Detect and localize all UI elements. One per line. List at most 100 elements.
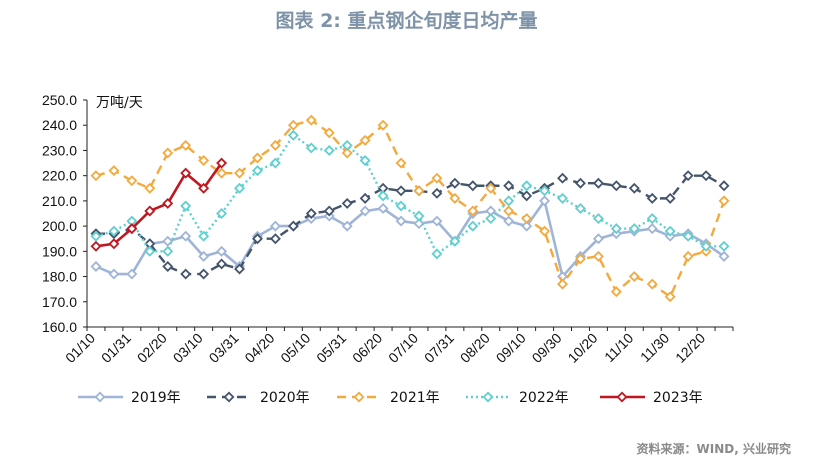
x-tick-label: 04/20 <box>241 330 277 366</box>
data-point-4-1 <box>108 238 120 250</box>
data-point-0-16 <box>377 202 389 214</box>
data-point-2-13 <box>323 127 335 139</box>
data-point-1-24 <box>521 190 533 202</box>
data-point-2-3 <box>144 182 156 194</box>
data-point-3-5 <box>180 200 192 212</box>
data-point-1-26 <box>557 172 569 184</box>
legend-label-4: 2023年 <box>653 390 703 406</box>
data-point-2-35 <box>718 195 730 207</box>
data-point-3-11 <box>287 129 299 141</box>
data-point-0-0 <box>90 260 102 272</box>
data-point-1-30 <box>628 182 640 194</box>
y-tick-label: 230.0 <box>42 142 77 158</box>
legend-marker-2 <box>353 391 365 403</box>
data-point-0-31 <box>646 223 658 235</box>
data-point-0-23 <box>503 215 515 227</box>
data-point-3-35 <box>718 240 730 252</box>
legend-label-3: 2022年 <box>519 390 569 406</box>
x-tick-label: 12/20 <box>672 330 708 366</box>
x-tick-label: 11/30 <box>637 330 673 366</box>
data-point-1-9 <box>251 233 263 245</box>
data-point-0-19 <box>431 215 443 227</box>
data-point-2-6 <box>198 155 210 167</box>
x-tick-label: 11/10 <box>601 330 637 366</box>
data-point-1-34 <box>700 170 712 182</box>
data-point-3-10 <box>269 157 281 169</box>
data-point-3-15 <box>359 155 371 167</box>
data-point-3-9 <box>251 165 263 177</box>
x-tick-label: 05/31 <box>313 330 349 366</box>
data-point-2-12 <box>305 114 317 126</box>
data-point-1-21 <box>467 180 479 192</box>
data-point-3-19 <box>431 248 443 260</box>
y-axis-label: 万吨/天 <box>96 95 143 111</box>
data-point-3-27 <box>574 202 586 214</box>
x-tick-label: 08/20 <box>457 330 493 366</box>
data-point-3-24 <box>521 180 533 192</box>
data-point-1-20 <box>449 177 461 189</box>
x-tick-label: 07/10 <box>385 330 421 366</box>
data-point-3-32 <box>664 225 676 237</box>
x-tick-label: 01/31 <box>98 330 134 366</box>
data-point-2-28 <box>592 250 604 262</box>
data-point-0-2 <box>126 268 138 280</box>
data-point-3-8 <box>234 182 246 194</box>
data-point-2-14 <box>341 147 353 159</box>
data-point-1-35 <box>718 180 730 192</box>
data-point-0-28 <box>592 233 604 245</box>
x-tick-label: 01/10 <box>62 330 98 366</box>
data-point-3-28 <box>592 213 604 225</box>
y-tick-label: 220.0 <box>42 168 77 184</box>
data-point-0-4 <box>162 235 174 247</box>
data-point-1-6 <box>198 268 210 280</box>
legend-marker-3 <box>482 391 494 403</box>
x-tick-label: 06/20 <box>349 330 385 366</box>
legend-label-2: 2021年 <box>390 390 440 406</box>
data-point-1-8 <box>234 263 246 275</box>
x-tick-label: 03/10 <box>170 330 206 366</box>
data-point-3-7 <box>216 208 228 219</box>
data-point-1-17 <box>395 185 407 197</box>
data-point-3-31 <box>646 213 658 225</box>
legend-marker-4 <box>616 391 628 403</box>
data-point-1-5 <box>180 268 192 280</box>
legend-marker-0 <box>94 391 106 403</box>
data-point-2-25 <box>539 225 551 237</box>
data-point-2-1 <box>108 165 120 177</box>
data-point-2-4 <box>162 147 174 159</box>
data-point-2-18 <box>413 185 425 197</box>
chart-title: 图表 2: 重点钢企旬度日均产量 <box>275 10 538 32</box>
data-point-3-34 <box>700 240 712 252</box>
data-point-4-5 <box>180 167 192 179</box>
data-point-1-14 <box>341 197 353 209</box>
data-point-1-13 <box>323 205 335 217</box>
data-point-2-17 <box>395 157 407 169</box>
data-point-2-9 <box>251 152 263 164</box>
data-point-3-20 <box>449 235 461 247</box>
data-point-3-12 <box>305 142 317 154</box>
data-point-4-4 <box>162 197 174 209</box>
data-point-2-29 <box>610 286 622 298</box>
y-tick-label: 170.0 <box>42 294 77 310</box>
data-point-0-24 <box>521 220 533 232</box>
x-tick-label: 10/20 <box>564 330 600 366</box>
data-point-1-10 <box>269 233 281 245</box>
data-point-1-23 <box>503 180 515 192</box>
legend-marker-1 <box>223 391 235 403</box>
data-point-1-12 <box>305 208 317 219</box>
x-tick-label: 07/31 <box>421 330 457 366</box>
data-point-2-32 <box>664 291 676 303</box>
data-point-0-35 <box>718 250 730 262</box>
data-point-2-10 <box>269 139 281 151</box>
data-point-0-18 <box>413 218 425 230</box>
data-point-0-7 <box>216 245 228 257</box>
data-point-2-5 <box>180 139 192 151</box>
data-point-0-10 <box>269 220 281 232</box>
data-point-2-31 <box>646 278 658 290</box>
data-point-2-23 <box>503 205 515 217</box>
data-point-2-30 <box>628 271 640 283</box>
x-tick-label: 03/31 <box>206 330 242 366</box>
data-point-3-30 <box>628 223 640 235</box>
data-point-2-11 <box>287 119 299 131</box>
